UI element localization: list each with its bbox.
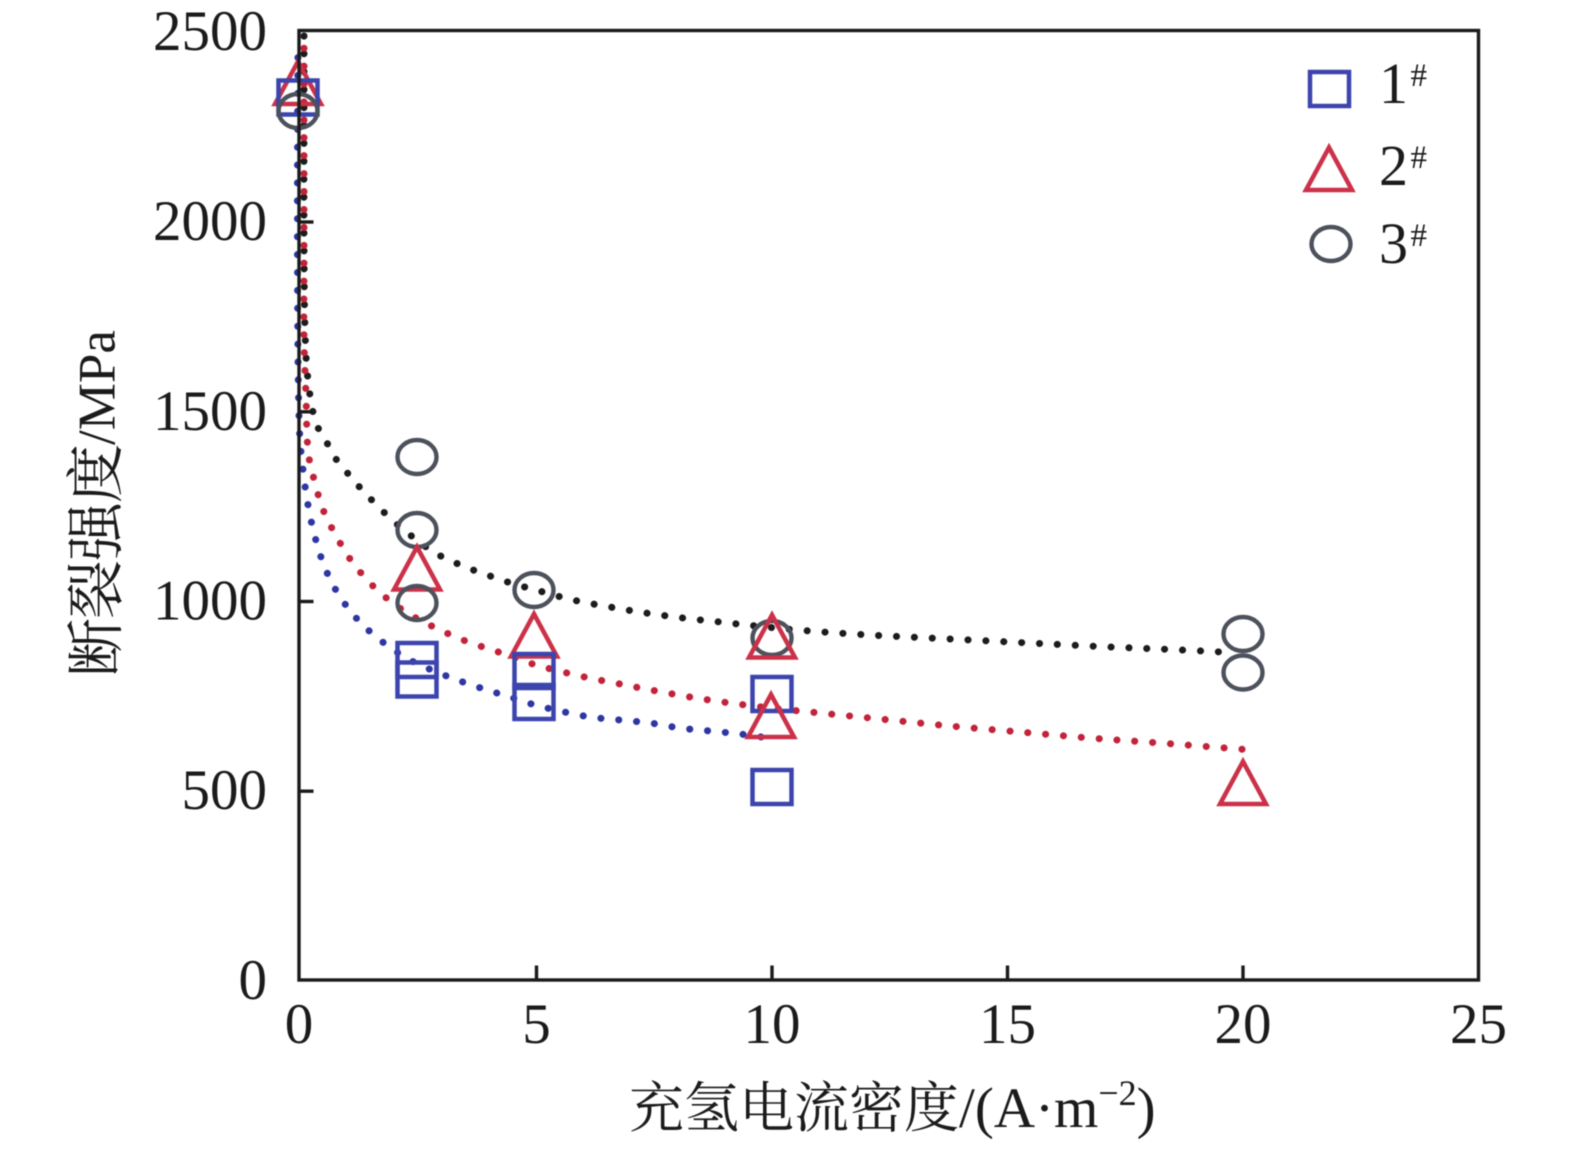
svg-text:/MPa: /MPa xyxy=(69,330,127,445)
svg-text:2#: 2# xyxy=(1379,133,1427,198)
svg-text:20: 20 xyxy=(1215,993,1272,1056)
svg-text:2500: 2500 xyxy=(153,0,267,63)
svg-text:0: 0 xyxy=(285,993,314,1056)
svg-text:2000: 2000 xyxy=(153,190,267,253)
svg-text:1000: 1000 xyxy=(153,570,267,633)
svg-text:15: 15 xyxy=(979,993,1036,1056)
svg-text:25: 25 xyxy=(1450,993,1507,1056)
svg-text:/(A·m−2): /(A·m−2) xyxy=(959,1073,1156,1140)
svg-text:10: 10 xyxy=(744,993,801,1056)
svg-text:0: 0 xyxy=(239,949,268,1012)
svg-text:5: 5 xyxy=(522,993,551,1056)
svg-text:1500: 1500 xyxy=(153,380,267,443)
svg-text:500: 500 xyxy=(182,759,268,822)
